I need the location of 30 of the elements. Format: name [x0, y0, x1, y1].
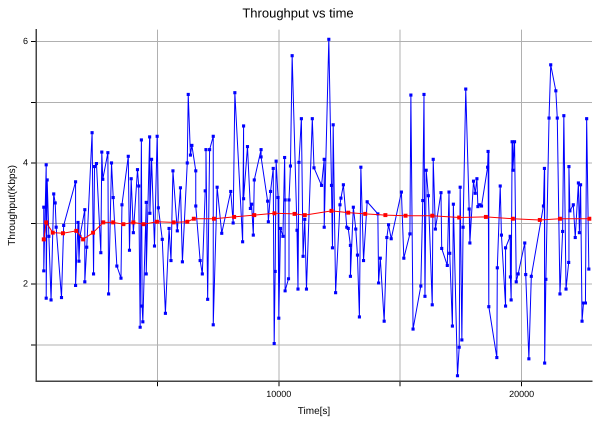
point: [330, 208, 334, 213]
point: [232, 214, 236, 219]
point: [252, 213, 256, 218]
point: [484, 214, 488, 219]
y-tick-label: 6: [22, 36, 28, 46]
point: [74, 228, 78, 233]
x-axis-title: Time[s]: [298, 406, 330, 417]
point: [272, 211, 276, 216]
point: [91, 230, 96, 235]
point: [131, 220, 136, 224]
point: [142, 222, 146, 226]
chart-title: Throughput vs time: [242, 5, 354, 20]
y-axis-title: Throughput(Kbps): [6, 165, 18, 246]
point: [60, 231, 65, 236]
point: [121, 222, 126, 226]
point: [457, 216, 462, 220]
point: [404, 214, 408, 218]
x-tick-label: 20000: [509, 389, 534, 400]
x-tick-label: 10000: [266, 389, 292, 400]
point: [538, 218, 542, 222]
point: [111, 220, 116, 224]
y-tick-label: 4: [22, 157, 28, 168]
point: [42, 237, 46, 242]
point: [172, 220, 176, 224]
point: [44, 220, 48, 224]
point: [302, 213, 307, 218]
point: [292, 212, 297, 216]
y-tick-label: 2: [22, 278, 28, 289]
point: [383, 213, 388, 218]
point: [81, 237, 86, 242]
